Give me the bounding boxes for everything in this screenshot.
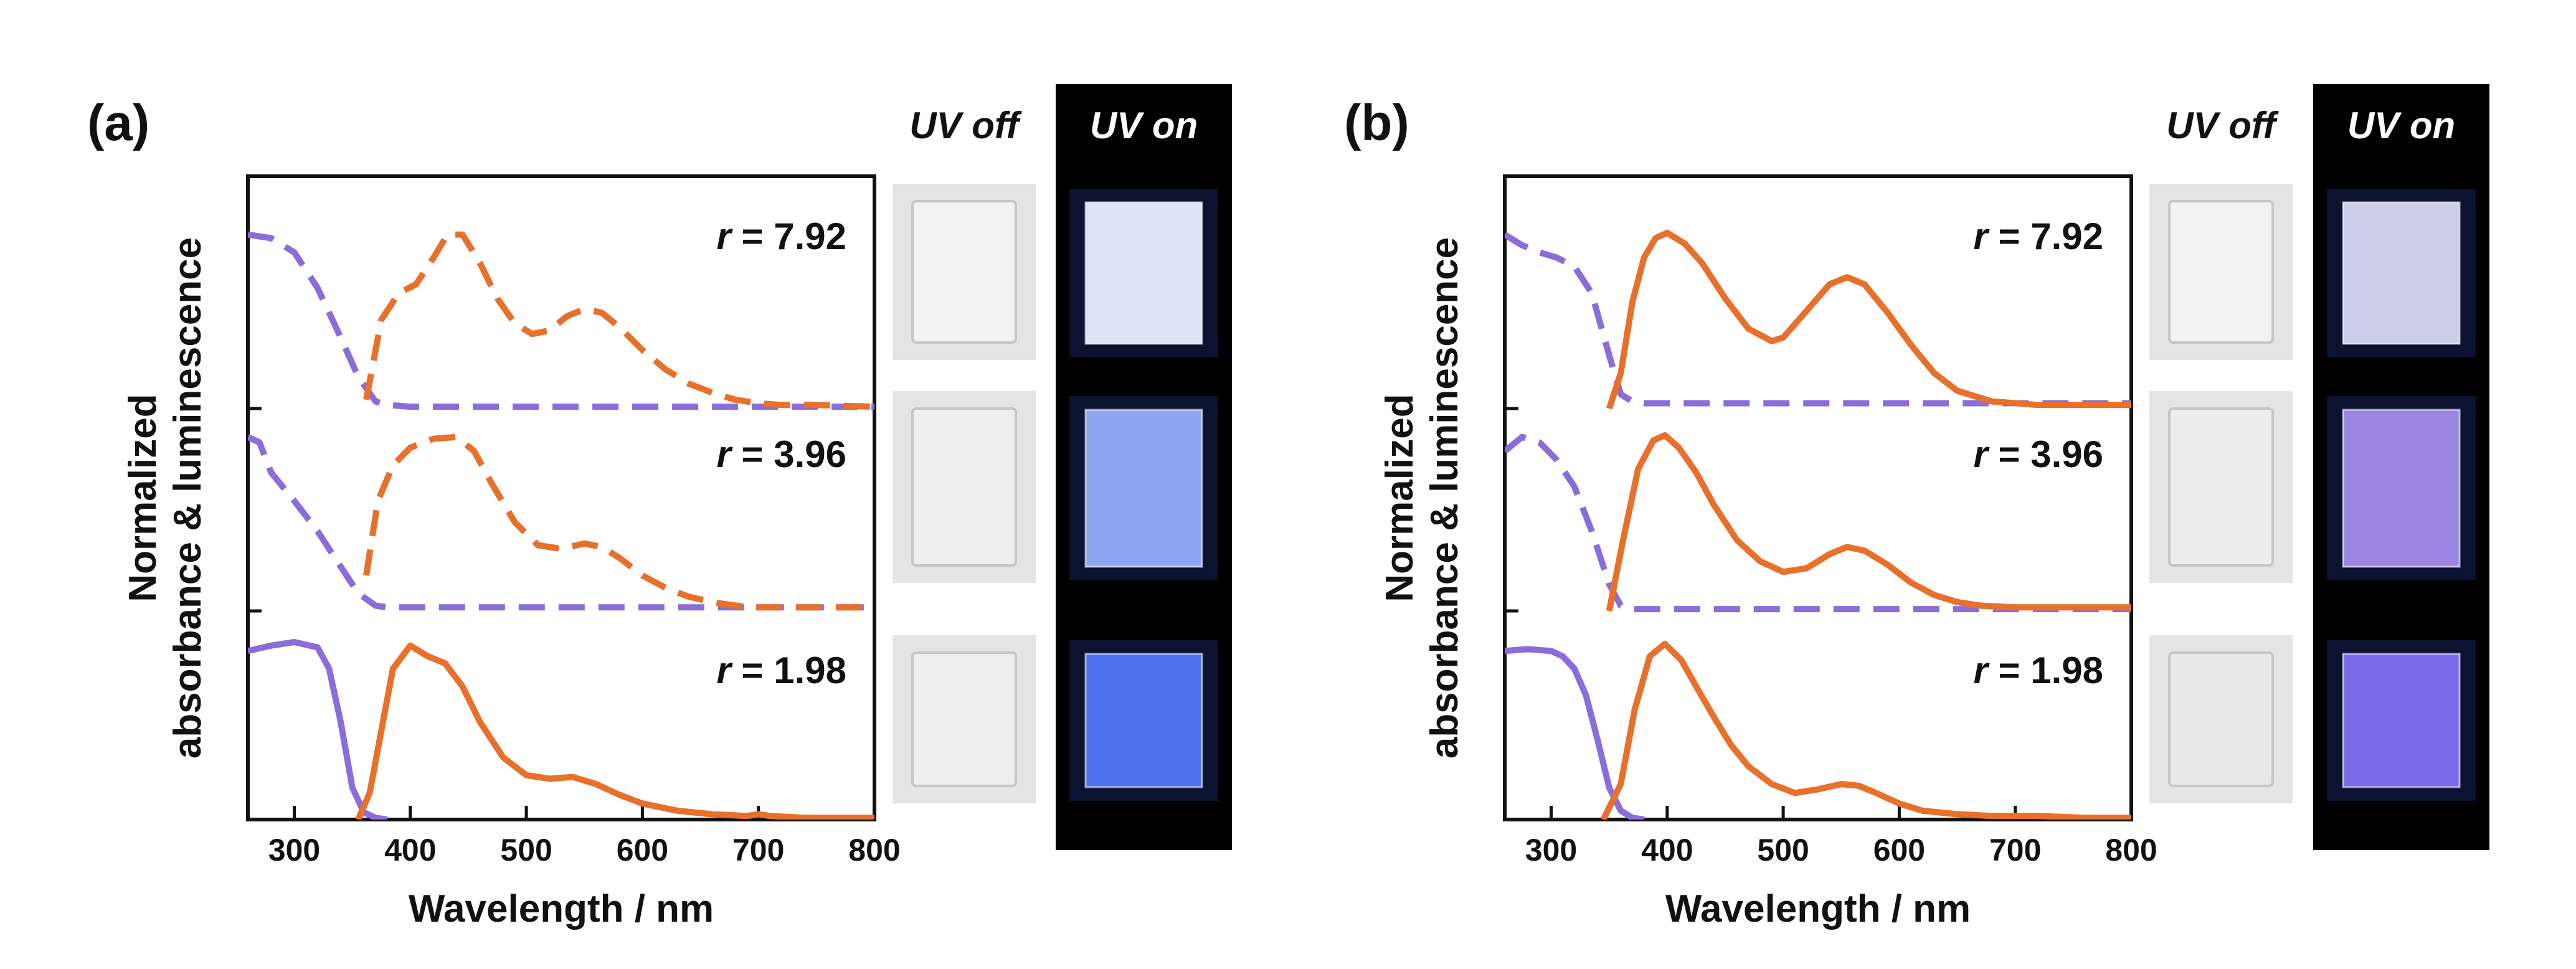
uv-on-film — [2342, 201, 2461, 345]
luminescence-trace-1 — [1606, 229, 2131, 410]
uv-on-film — [1084, 409, 1203, 568]
x-tick-label: 700 — [732, 833, 784, 867]
panel-label: (b) — [1344, 95, 1409, 151]
x-tick-label: 300 — [1525, 833, 1577, 867]
x-axis-title: Wavelength / nm — [409, 887, 714, 930]
x-tick-label: 800 — [2105, 833, 2157, 867]
uv-on-film — [2342, 653, 2461, 788]
luminescence-trace-3 — [355, 642, 874, 820]
sample-photos: UV off UV on — [893, 84, 1232, 850]
uv-on-film — [1084, 201, 1203, 345]
ratio-label: r = 1.98 — [716, 650, 846, 691]
x-tick-label: 500 — [500, 833, 552, 867]
luminescence-trace-1 — [363, 231, 874, 410]
absorbance-trace-2 — [1505, 433, 2131, 613]
x-tick-label: 600 — [1873, 833, 1925, 867]
y-axis-title-line1: Normalized — [1378, 394, 1421, 602]
panel-a: (a) 300 400 500 600 700 800 Wavelength / nm Norm… — [87, 84, 1232, 930]
absorbance-trace-1 — [1505, 232, 2131, 407]
uv-off-film — [911, 651, 1017, 787]
y-axis-title-line2: absorbance & luminescence — [166, 237, 209, 759]
absorbance-trace-3 — [1505, 646, 1645, 820]
x-tick-label: 400 — [384, 833, 436, 867]
uv-off-title: UV off — [909, 105, 1022, 146]
traces — [1505, 229, 2131, 820]
x-tick-label: 600 — [617, 833, 668, 867]
ratio-label: r = 1.98 — [1973, 650, 2103, 691]
y-axis-title-line2: absorbance & luminescence — [1423, 237, 1466, 759]
uv-off-film — [911, 200, 1017, 344]
uv-off-film — [2168, 200, 2274, 344]
traces — [248, 231, 874, 820]
uv-on-title: UV on — [1090, 105, 1198, 146]
y-axis-title-line1: Normalized — [121, 394, 164, 602]
plot-frame — [1503, 174, 2133, 821]
ratio-label: r = 7.92 — [1973, 215, 2103, 257]
panel-b: (b) 300 400 500 600 700 800 Wavelength / nm Norm… — [1344, 84, 2489, 930]
ratio-label: r = 3.96 — [716, 433, 846, 475]
uv-off-film — [2168, 651, 2274, 787]
x-tick-label: 700 — [1989, 833, 2041, 867]
uv-on-film — [2342, 409, 2461, 568]
luminescence-trace-2 — [363, 433, 874, 611]
sample-photos: UV off UV on — [2149, 84, 2489, 850]
plot-frame — [246, 174, 876, 821]
absorbance-trace-3 — [248, 639, 388, 820]
uv-on-title: UV on — [2347, 105, 2455, 146]
absorbance-trace-1 — [248, 231, 874, 410]
luminescence-trace-3 — [1600, 640, 2131, 820]
x-tick-label: 500 — [1757, 833, 1809, 867]
panel-label: (a) — [87, 95, 149, 151]
x-tick-label: 300 — [268, 833, 320, 867]
x-tick-label: 800 — [848, 833, 900, 867]
absorbance-trace-2 — [248, 434, 874, 611]
x-axis-title: Wavelength / nm — [1665, 887, 1971, 930]
uv-on-film — [1084, 653, 1203, 788]
luminescence-trace-2 — [1606, 432, 2131, 612]
x-tick-label: 400 — [1641, 833, 1693, 867]
uv-off-title: UV off — [2166, 105, 2279, 146]
ratio-label: r = 7.92 — [716, 215, 846, 257]
ratio-label: r = 3.96 — [1973, 433, 2103, 475]
uv-off-film — [2168, 407, 2274, 567]
uv-off-film — [911, 407, 1017, 567]
